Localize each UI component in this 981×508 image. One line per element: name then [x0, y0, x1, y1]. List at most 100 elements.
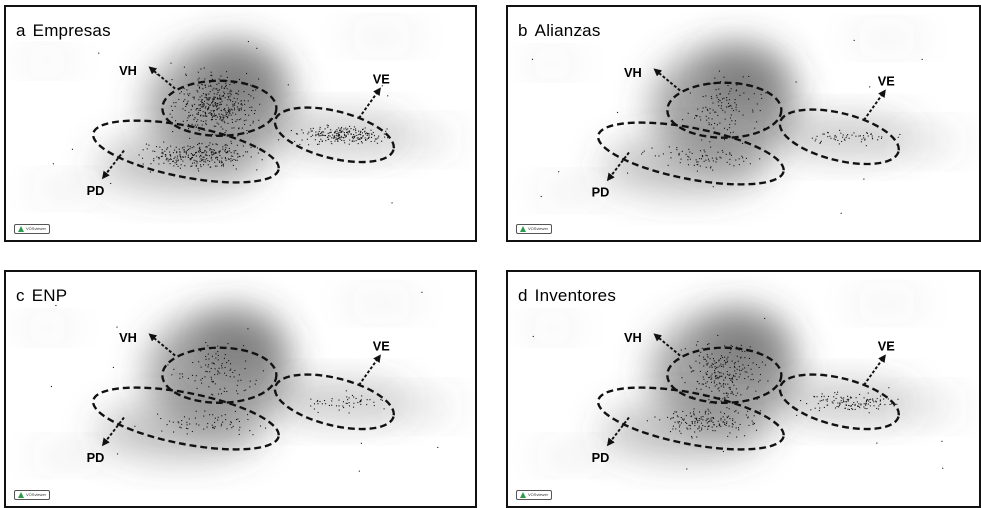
data-point: [746, 371, 748, 373]
data-point: [540, 195, 542, 198]
data-point: [208, 386, 210, 388]
data-point: [208, 358, 210, 360]
data-point: [723, 97, 725, 99]
data-point: [710, 375, 712, 377]
data-point: [249, 106, 251, 108]
data-point: [317, 400, 319, 402]
data-point: [345, 134, 347, 136]
data-point: [253, 97, 255, 99]
data-point: [189, 159, 191, 161]
data-point: [160, 155, 162, 158]
data-point: [225, 111, 227, 113]
data-point: [55, 304, 57, 307]
data-point: [216, 83, 218, 85]
data-point: [698, 355, 700, 357]
data-point: [257, 78, 260, 80]
data-point: [214, 102, 217, 104]
vh-arrow: [148, 66, 176, 90]
data-point: [150, 163, 152, 165]
data-point: [205, 154, 207, 156]
data-point: [229, 83, 231, 86]
data-point: [758, 366, 760, 368]
data-point: [197, 84, 199, 86]
data-point: [733, 384, 735, 386]
data-point: [740, 344, 742, 346]
data-point: [238, 374, 240, 376]
data-point: [216, 144, 218, 146]
data-point: [209, 160, 211, 162]
data-point: [158, 163, 160, 165]
data-point: [810, 409, 812, 411]
data-point: [720, 385, 722, 387]
data-point: [170, 62, 172, 64]
data-point: [381, 85, 383, 87]
data-point: [213, 363, 215, 365]
data-point: [706, 374, 708, 376]
data-point: [897, 398, 899, 400]
data-point: [177, 421, 179, 423]
data-point: [215, 125, 217, 127]
data-point: [846, 398, 848, 400]
density-cloud: [601, 401, 769, 461]
data-point: [728, 99, 730, 101]
data-point: [238, 429, 240, 431]
data-point: [705, 159, 707, 161]
data-point: [182, 108, 184, 110]
data-point: [222, 128, 224, 130]
data-point: [247, 41, 249, 43]
data-point: [729, 432, 731, 434]
data-point: [729, 163, 731, 165]
data-point: [212, 380, 214, 383]
data-point: [148, 144, 150, 146]
data-point: [726, 361, 728, 363]
data-point: [845, 404, 847, 406]
data-point: [227, 112, 229, 114]
data-point: [188, 115, 190, 117]
data-point: [729, 90, 731, 92]
data-point: [205, 86, 207, 88]
data-point: [361, 142, 363, 144]
data-point: [345, 131, 348, 133]
data-point: [206, 371, 208, 373]
data-point: [704, 151, 706, 153]
data-point: [336, 138, 338, 140]
data-point: [683, 419, 685, 421]
data-point: [239, 426, 241, 428]
data-point: [192, 154, 194, 157]
data-point: [697, 381, 699, 383]
data-point: [359, 400, 361, 402]
data-point: [315, 131, 317, 133]
data-point: [345, 390, 347, 392]
data-point: [205, 97, 208, 99]
data-point: [360, 130, 362, 132]
data-point: [311, 130, 313, 132]
data-point: [323, 131, 325, 133]
data-point: [199, 149, 201, 151]
data-point: [210, 112, 212, 115]
data-point: [186, 89, 188, 91]
data-point: [244, 109, 246, 112]
data-point: [224, 150, 226, 152]
data-point: [718, 88, 720, 90]
data-point: [238, 90, 240, 92]
data-point: [878, 408, 880, 410]
data-point: [214, 152, 216, 154]
data-point: [175, 120, 177, 122]
data-point: [244, 368, 246, 370]
data-point: [193, 154, 195, 156]
data-point: [732, 393, 734, 395]
data-point: [366, 132, 369, 134]
data-point: [360, 134, 362, 136]
data-point: [841, 401, 843, 404]
data-point: [712, 102, 714, 104]
data-point: [180, 157, 182, 159]
vh-ellipse: [161, 346, 278, 404]
data-point: [833, 396, 835, 398]
data-point: [843, 397, 845, 399]
data-point: [726, 161, 728, 163]
data-point: [889, 403, 891, 406]
data-point: [728, 425, 730, 427]
data-point: [822, 133, 824, 135]
data-point: [203, 102, 205, 105]
